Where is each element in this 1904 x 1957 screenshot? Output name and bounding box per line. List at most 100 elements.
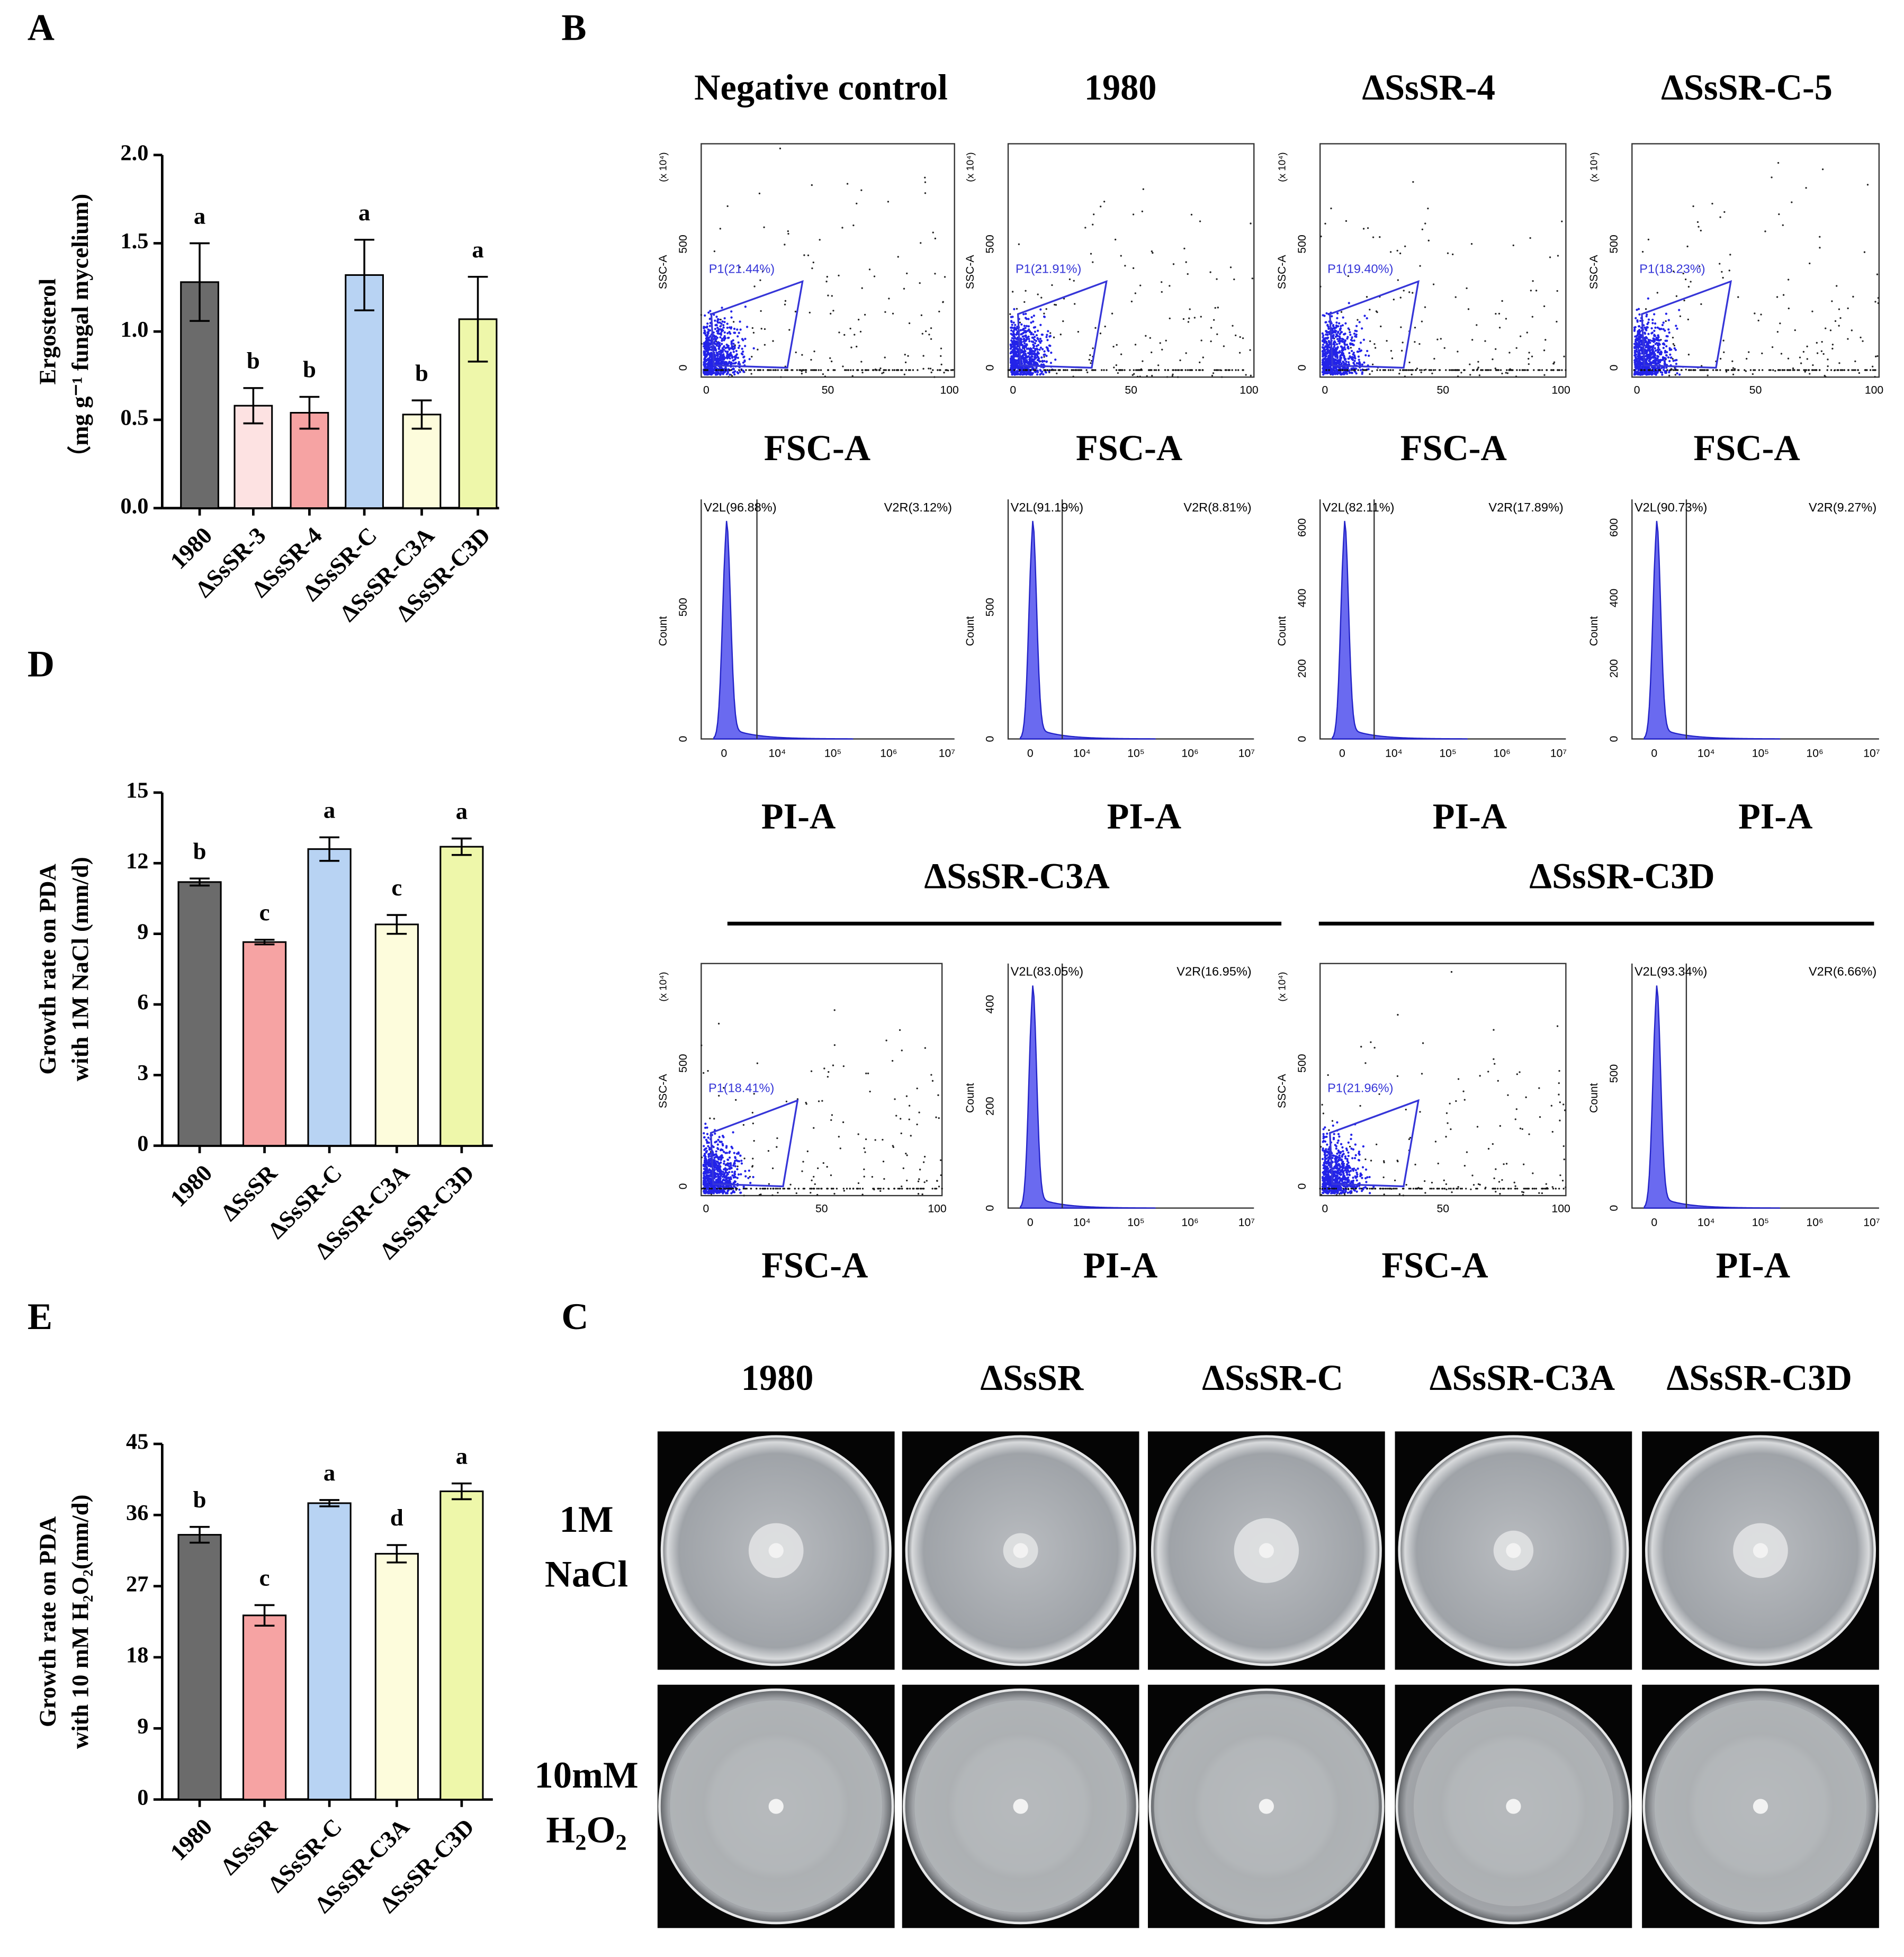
- event-dot: [1073, 369, 1075, 371]
- event-dot: [1638, 351, 1641, 354]
- event-dot: [1565, 369, 1567, 371]
- event-dot: [1463, 369, 1465, 371]
- event-dot: [1335, 343, 1339, 346]
- event-dot: [861, 1188, 864, 1190]
- event-dot: [846, 183, 849, 185]
- event-dot: [1416, 367, 1418, 370]
- event-dot: [1725, 371, 1728, 373]
- event-dot: [1053, 369, 1055, 371]
- event-dot: [928, 367, 930, 370]
- event-dot: [1019, 373, 1022, 375]
- event-dot: [1324, 353, 1326, 356]
- event-dot: [726, 1188, 729, 1190]
- event-dot: [1333, 327, 1336, 330]
- event-dot: [1330, 371, 1333, 374]
- event-dot: [722, 1192, 724, 1195]
- event-dot: [1009, 313, 1011, 315]
- event-dot: [1349, 334, 1352, 336]
- event-dot: [1145, 335, 1147, 337]
- event-dot: [718, 1168, 721, 1170]
- event-dot: [703, 326, 705, 328]
- event-dot: [1651, 347, 1654, 350]
- event-dot: [717, 1174, 720, 1177]
- event-dot: [1339, 329, 1342, 331]
- event-dot: [875, 369, 877, 371]
- event-dot: [1721, 271, 1723, 273]
- event-dot: [864, 313, 866, 316]
- error-bar: [190, 1525, 210, 1544]
- event-dot: [741, 353, 744, 356]
- event-dot: [1032, 337, 1035, 339]
- event-dot: [1399, 297, 1402, 299]
- event-dot: [1384, 369, 1386, 371]
- event-dot: [719, 342, 721, 344]
- event-dot: [730, 1164, 732, 1166]
- event-dot: [1650, 373, 1654, 375]
- event-dot: [736, 1160, 739, 1162]
- event-dot: [771, 1194, 774, 1197]
- event-dot: [1391, 357, 1394, 360]
- event-dot: [883, 1188, 885, 1190]
- event-dot: [1392, 369, 1394, 371]
- event-dot: [731, 347, 734, 350]
- event-dot: [859, 330, 862, 333]
- event-dot: [1026, 355, 1029, 358]
- event-dot: [1685, 369, 1687, 371]
- event-dot: [1022, 335, 1025, 338]
- event-dot: [1164, 369, 1166, 371]
- event-dot: [1341, 369, 1343, 371]
- event-dot: [704, 1190, 707, 1193]
- event-dot: [1018, 366, 1021, 369]
- event-dot: [707, 1153, 710, 1156]
- event-dot: [1811, 369, 1813, 371]
- event-dot: [1335, 333, 1338, 336]
- event-dot: [1397, 279, 1399, 281]
- event-dot: [1028, 340, 1031, 343]
- event-dot: [1508, 369, 1510, 371]
- event-dot: [737, 356, 739, 359]
- event-dot: [1010, 316, 1013, 318]
- event-dot: [1662, 369, 1665, 371]
- event-dot: [719, 344, 722, 347]
- event-dot: [1040, 356, 1043, 359]
- event-dot: [1013, 346, 1016, 349]
- event-dot: [1414, 327, 1416, 329]
- event-dot: [1237, 369, 1240, 371]
- event-dot: [926, 1180, 928, 1182]
- event-dot: [718, 369, 720, 371]
- error-bar: [243, 387, 264, 425]
- event-dot: [1019, 329, 1022, 331]
- event-dot: [1634, 317, 1637, 319]
- event-dot: [1323, 342, 1326, 344]
- event-dot: [719, 228, 722, 230]
- event-dot: [1654, 371, 1656, 373]
- event-dot: [734, 362, 737, 365]
- event-dot: [1040, 297, 1043, 299]
- event-dot: [1011, 337, 1013, 339]
- event-dot: [1323, 370, 1326, 373]
- event-dot: [1352, 352, 1355, 354]
- event-dot: [732, 321, 735, 323]
- event-dot: [883, 369, 885, 371]
- x-tick-label: 100: [940, 384, 958, 397]
- event-dot: [1321, 371, 1324, 373]
- event-dot: [1778, 213, 1780, 216]
- event-dot: [750, 1188, 752, 1190]
- event-dot: [1675, 325, 1677, 327]
- event-dot: [1024, 350, 1027, 353]
- event-dot: [719, 325, 722, 328]
- y-exponent: (x 10⁴): [964, 152, 975, 182]
- event-dot: [1662, 321, 1665, 324]
- event-dot: [810, 358, 812, 361]
- event-dot: [1011, 334, 1013, 336]
- event-dot: [787, 230, 789, 232]
- event-dot: [1346, 372, 1349, 375]
- event-dot: [1340, 325, 1342, 328]
- event-dot: [892, 1146, 895, 1148]
- event-dot: [1495, 312, 1497, 315]
- event-dot: [1024, 372, 1027, 375]
- event-dot: [1041, 361, 1044, 363]
- event-dot: [1085, 369, 1088, 371]
- event-dot: [713, 334, 716, 337]
- event-dot: [1409, 369, 1411, 371]
